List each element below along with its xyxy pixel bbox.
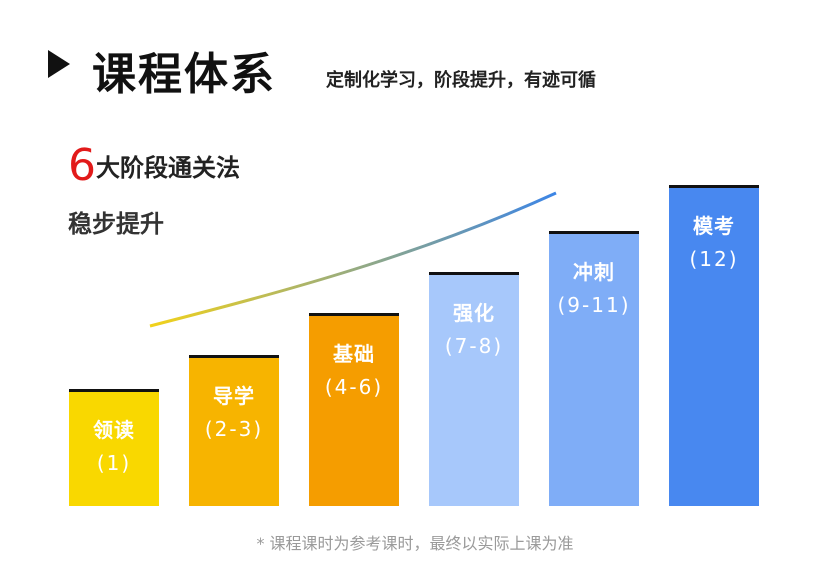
stage-range: (2-3) [204, 417, 264, 441]
page-subtitle: 定制化学习，阶段提升，有迹可循 [326, 70, 596, 91]
stage-name: 冲刺 [573, 260, 615, 284]
stage-name: 领读 [93, 418, 135, 442]
stage-name: 导学 [213, 384, 255, 408]
stage-bar-4: 强化 (7-8) [429, 272, 519, 506]
stage-range: (7-8) [444, 334, 504, 358]
steady-text: 稳步提升 [68, 210, 164, 238]
stage-text: 大阶段通关法 [96, 154, 240, 182]
stage-bar-1: 领读 (1) [69, 389, 159, 506]
page-title: 课程体系 [92, 49, 276, 100]
stage-bar-6: 模考 (12) [669, 185, 759, 506]
stage-range: (12) [689, 247, 739, 271]
stage-range: (1) [96, 451, 132, 475]
stage-bar-5: 冲刺 (9-11) [549, 231, 639, 506]
stage-count: 6 [68, 140, 96, 191]
play-triangle-icon [48, 50, 70, 78]
stage-name: 模考 [693, 214, 735, 238]
stage-range: (9-11) [557, 293, 631, 317]
stage-headline: 6大阶段通关法 [68, 140, 240, 191]
stage-bar-3: 基础 (4-6) [309, 313, 399, 506]
stage-name: 基础 [333, 342, 375, 366]
footnote: * 课程课时为参考课时，最终以实际上课为准 [256, 534, 574, 553]
stage-bar-2: 导学 (2-3) [189, 355, 279, 506]
stage-name: 强化 [453, 301, 495, 325]
stage-range: (4-6) [324, 375, 384, 399]
